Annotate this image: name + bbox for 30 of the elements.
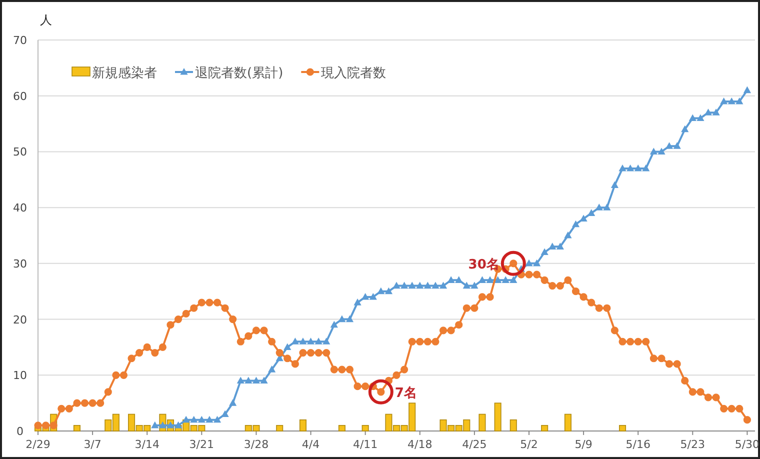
legend-label: 新規感染者 — [92, 66, 157, 81]
legend-label: 現入院者数 — [321, 66, 386, 81]
y-tick-label: 0 — [16, 425, 24, 438]
x-tick-label: 5/16 — [626, 438, 650, 451]
x-tick-label: 3/7 — [84, 438, 102, 451]
x-tick-label: 5/9 — [574, 438, 592, 451]
y-axis-title: 人 — [40, 13, 52, 27]
y-tick-label: 70 — [13, 34, 27, 47]
y-tick-label: 20 — [13, 313, 27, 326]
y-tick-label: 30 — [13, 257, 27, 270]
x-tick-label: 3/14 — [134, 438, 160, 451]
x-tick-label: 4/4 — [302, 438, 320, 451]
x-tick-label: 5/2 — [520, 438, 538, 451]
legend-item: 新規感染者 — [72, 66, 157, 81]
x-tick-label: 4/18 — [408, 438, 432, 451]
x-tick-label: 3/28 — [244, 438, 269, 451]
x-tick-label: 4/25 — [462, 438, 487, 451]
annotation: 30名 — [468, 257, 500, 272]
x-tick-label: 3/21 — [189, 438, 214, 451]
y-tick-label: 60 — [13, 90, 27, 103]
legend-item: 退院者数(累計) — [175, 66, 284, 81]
legend-label: 退院者数(累計) — [195, 66, 284, 81]
annotation: 7名 — [394, 386, 417, 401]
y-tick-label: 40 — [13, 202, 27, 215]
x-tick-label: 4/11 — [352, 438, 378, 451]
x-tick-label: 2/29 — [26, 438, 50, 451]
y-tick-label: 10 — [13, 369, 27, 382]
y-tick-label: 50 — [13, 146, 27, 159]
x-tick-label: 5/23 — [680, 438, 706, 451]
legend-item: 現入院者数 — [301, 66, 386, 81]
